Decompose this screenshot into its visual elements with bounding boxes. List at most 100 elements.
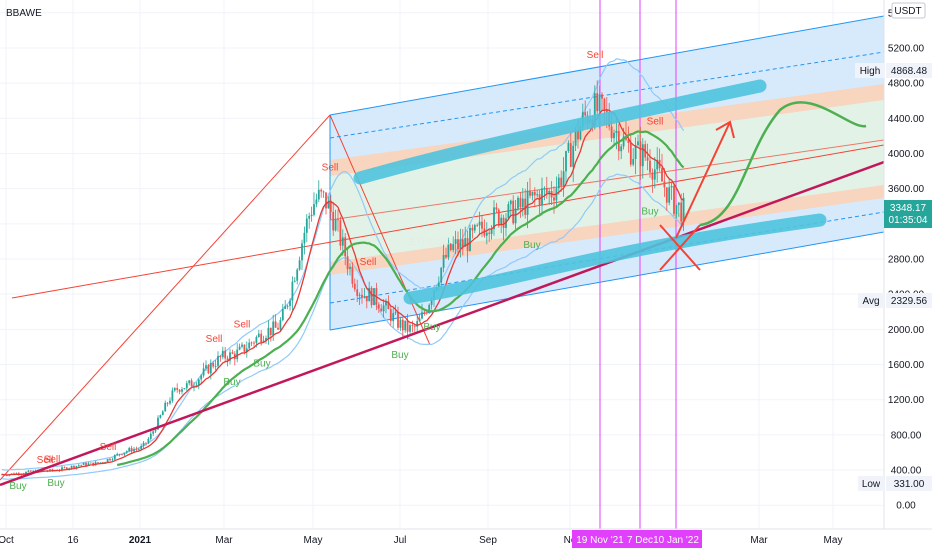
candle-body bbox=[243, 344, 246, 352]
candle-body bbox=[205, 365, 207, 369]
candle-body bbox=[248, 342, 251, 349]
candle-body bbox=[675, 205, 678, 214]
time-label: Oct bbox=[0, 535, 14, 546]
candle-body bbox=[437, 282, 440, 288]
candle-body bbox=[169, 400, 171, 404]
candle-body bbox=[123, 452, 126, 455]
time-scale[interactable]: Oct 16 2021 Mar May Jul Sep No Mar May bbox=[0, 528, 932, 550]
candle-body bbox=[279, 320, 282, 330]
candle-body bbox=[272, 321, 275, 335]
candle-body bbox=[569, 143, 572, 167]
time-label: No bbox=[564, 535, 577, 546]
candle-body bbox=[92, 462, 95, 466]
price-tick-label: 400.00 bbox=[891, 466, 922, 477]
candle-body bbox=[65, 467, 68, 470]
candle-body bbox=[281, 308, 284, 321]
candle-body bbox=[298, 260, 301, 270]
candle-body bbox=[668, 187, 671, 203]
candle-body bbox=[89, 462, 92, 464]
candle-body bbox=[241, 344, 243, 347]
sell-signal: Sell bbox=[37, 455, 54, 466]
candle-body bbox=[476, 224, 479, 226]
candle-body bbox=[385, 301, 387, 306]
candle-body bbox=[159, 415, 162, 418]
candle-body bbox=[680, 202, 683, 222]
candle-body bbox=[473, 224, 476, 231]
price-tags: USDT High 4868.48 3348.17 01:35:04 Avg 2… bbox=[855, 2, 932, 491]
time-label: 2021 bbox=[129, 535, 152, 546]
candle-body bbox=[51, 469, 54, 471]
candle-body bbox=[296, 269, 299, 281]
candle-body bbox=[445, 254, 447, 258]
candle-body bbox=[440, 267, 443, 283]
candle-body bbox=[80, 464, 83, 466]
time-label: May bbox=[304, 535, 323, 546]
buy-signal: Buy bbox=[391, 350, 408, 361]
candle-body bbox=[185, 383, 188, 389]
candle-body bbox=[190, 380, 193, 387]
candle-body bbox=[464, 238, 467, 247]
candle-body bbox=[332, 211, 335, 231]
candle-body bbox=[637, 141, 639, 146]
candle-body bbox=[140, 445, 143, 450]
candle-body bbox=[277, 327, 279, 330]
high-label: High bbox=[860, 66, 881, 77]
candle-body bbox=[111, 459, 114, 461]
candle-body bbox=[416, 321, 419, 327]
channel-green-band bbox=[330, 100, 884, 262]
bollinger-lower bbox=[1, 173, 685, 480]
sell-signal: Sell bbox=[647, 117, 664, 128]
candle-body bbox=[663, 181, 666, 188]
candle-body bbox=[497, 209, 500, 226]
candle-body bbox=[317, 189, 320, 200]
candle-body bbox=[99, 462, 102, 464]
candle-body bbox=[413, 325, 416, 327]
candle-body bbox=[133, 449, 135, 452]
currency-badge-text: USDT bbox=[894, 6, 921, 17]
candle-body bbox=[399, 319, 402, 328]
candle-body bbox=[221, 350, 224, 358]
support-trendline bbox=[0, 160, 884, 487]
price-tick-label: 2000.00 bbox=[888, 325, 925, 336]
channel-orange-band-lower bbox=[330, 185, 884, 275]
time-label: Mar bbox=[215, 535, 233, 546]
candle-body bbox=[161, 411, 164, 416]
candle-body bbox=[178, 389, 181, 392]
candle-body bbox=[531, 191, 534, 196]
candle-body bbox=[656, 159, 659, 170]
candle-body bbox=[574, 129, 577, 146]
price-tick-label: 800.00 bbox=[891, 430, 922, 441]
buy-signal: Buy bbox=[641, 207, 658, 218]
candle-body bbox=[315, 199, 318, 205]
candle-body bbox=[173, 388, 176, 391]
candle-body bbox=[325, 192, 327, 209]
candle-body bbox=[442, 254, 445, 268]
candle-body bbox=[353, 283, 356, 290]
candle-body bbox=[565, 151, 567, 172]
candle-body bbox=[197, 379, 200, 386]
candle-body bbox=[265, 337, 267, 341]
candle-body bbox=[661, 168, 663, 182]
candle-body bbox=[639, 141, 642, 167]
candle-body bbox=[507, 204, 510, 219]
price-scale[interactable]: 5600.005200.004800.004400.004000.003600.… bbox=[883, 0, 932, 529]
candle-body bbox=[303, 232, 306, 244]
cyan-highlight-lower bbox=[403, 213, 827, 305]
candle-body bbox=[368, 287, 371, 302]
candle-body bbox=[620, 146, 623, 152]
candle-body bbox=[430, 300, 433, 305]
low-value: 331.00 bbox=[894, 479, 925, 490]
candle-body bbox=[596, 93, 599, 112]
candle-body bbox=[301, 243, 303, 261]
fan-line-drop bbox=[329, 114, 431, 346]
candle-body bbox=[171, 390, 174, 401]
candle-body bbox=[267, 327, 270, 338]
sell-signal: Sell bbox=[44, 454, 61, 465]
candle-body bbox=[113, 455, 116, 460]
annotations bbox=[0, 79, 884, 487]
buy-signal: Buy bbox=[253, 358, 270, 369]
candle-body bbox=[181, 389, 183, 392]
price-tick-label: 1200.00 bbox=[888, 395, 925, 406]
candle-body bbox=[682, 197, 685, 222]
